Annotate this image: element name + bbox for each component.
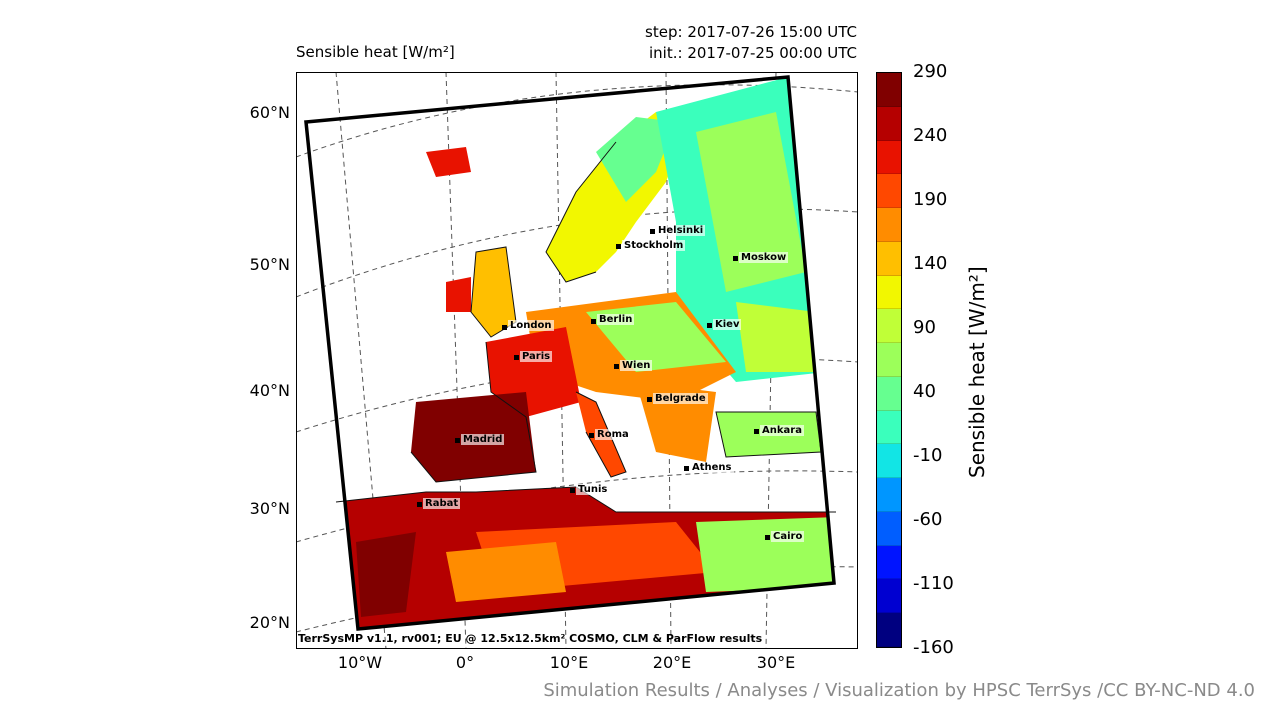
lat-label-50: 50°N [249,255,290,274]
cbar-tick: -60 [913,509,943,530]
lon-label-10e: 10°E [549,653,589,672]
lat-label-30: 30°N [249,499,290,518]
colorbar-segment [877,478,901,512]
colorbar-label: Sensible heat [W/m²] [965,266,989,478]
colorbar-segment [877,106,901,141]
colorbar-segment [877,343,901,377]
lon-label-20e: 20°E [652,653,692,672]
cbar-tick: -10 [913,445,943,466]
colorbar-segment [877,174,901,209]
lon-label-0: 0° [455,653,475,672]
colorbar-segment [877,511,901,546]
cbar-tick: 240 [913,125,948,146]
colorbar-segment [877,444,901,479]
step-time: step: 2017-07-26 15:00 UTC [645,23,857,41]
time-info: step: 2017-07-26 15:00 UTC init.: 2017-0… [645,22,857,64]
lat-label-40: 40°N [249,381,290,400]
domain-outline [304,75,836,631]
map-panel [296,72,858,649]
lat-label-60: 60°N [249,103,290,122]
cbar-tick: -110 [913,573,954,594]
colorbar-segment [877,376,901,411]
colorbar-segment [877,613,901,648]
lat-label-20: 20°N [249,613,290,632]
cbar-tick: 140 [913,253,948,274]
colorbar-segment [877,241,901,276]
model-credit: TerrSysMP v1.1, rv001; EU @ 12.5x12.5km²… [298,632,763,645]
cbar-tick: 40 [913,381,936,402]
colorbar-segment [877,140,901,175]
map-title: Sensible heat [W/m²] [296,43,455,61]
cbar-tick: -160 [913,637,954,658]
colorbar-segment [877,545,901,580]
init-time: init.: 2017-07-25 00:00 UTC [649,44,857,62]
lon-label-10w: 10°W [337,653,383,672]
lon-label-30e: 30°E [756,653,796,672]
colorbar-segment [877,579,901,614]
colorbar-segment [877,309,901,344]
colorbar-segment [877,208,901,242]
cbar-tick: 190 [913,189,948,210]
footer-attribution: Simulation Results / Analyses / Visualiz… [543,680,1255,701]
cbar-tick: 90 [913,317,936,338]
colorbar-segment [877,410,901,445]
cbar-tick: 290 [913,61,948,82]
colorbar-segment [877,73,901,107]
colorbar [876,72,902,648]
colorbar-segment [877,275,901,310]
